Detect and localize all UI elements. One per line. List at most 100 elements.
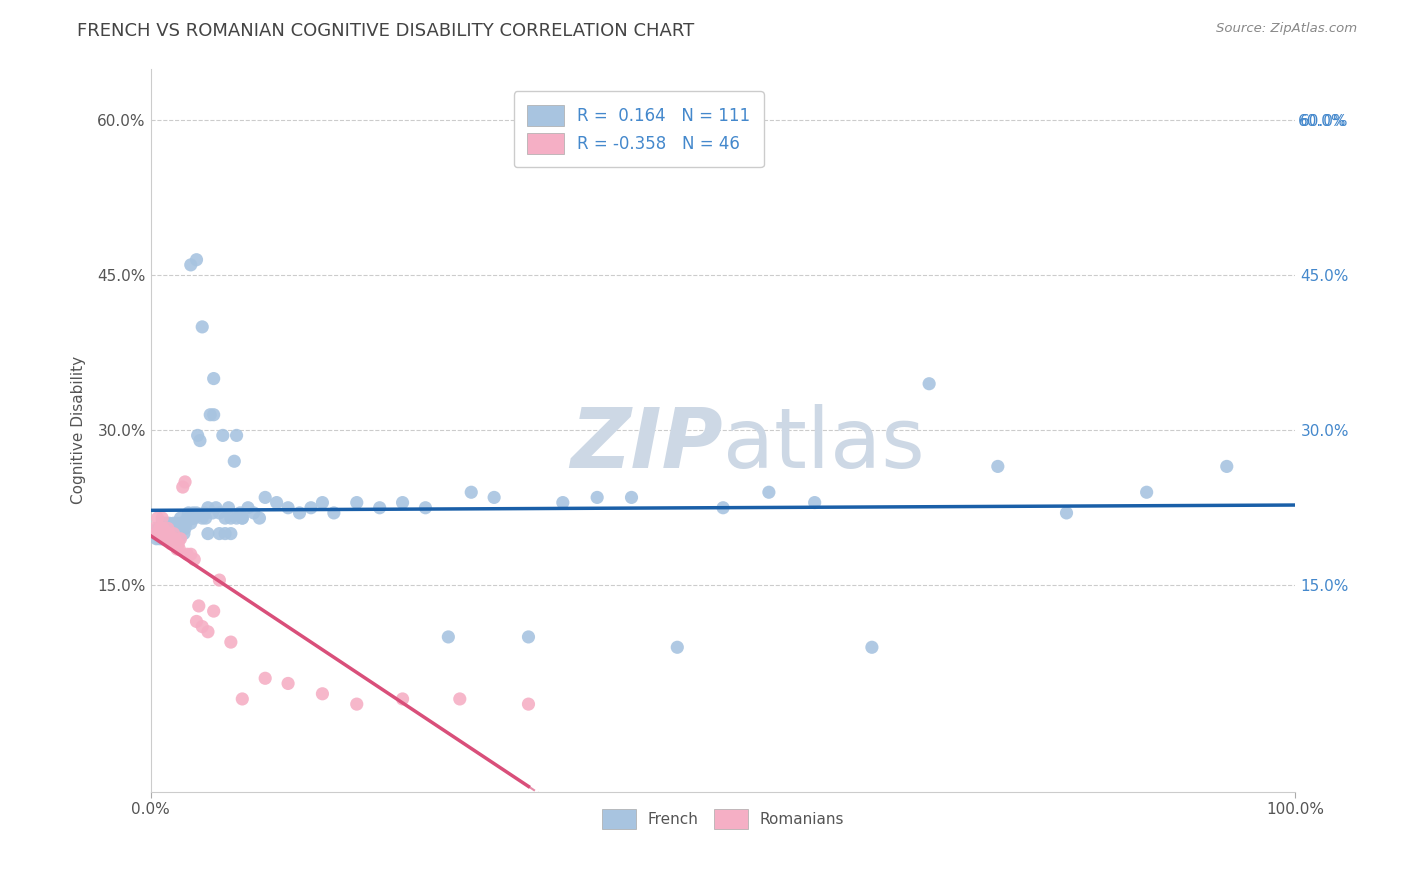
Point (517, 697, 540, 711)
Point (197, 526, 219, 541)
Point (918, 376, 941, 391)
Point (156, 521, 179, 535)
Point (299, 500, 322, 515)
Point (193, 506, 215, 520)
Point (181, 511, 204, 525)
Point (153, 532, 176, 546)
Point (156, 521, 179, 535)
Point (860, 640, 883, 655)
Point (229, 506, 252, 520)
Point (159, 526, 181, 541)
Point (159, 532, 181, 546)
Point (186, 252, 208, 267)
Point (620, 491, 643, 505)
Point (153, 526, 176, 541)
Point (163, 532, 186, 546)
Point (208, 506, 231, 520)
Point (242, 506, 264, 520)
Point (167, 521, 190, 535)
Point (987, 459, 1010, 474)
Point (166, 516, 188, 531)
Point (150, 532, 173, 546)
Point (186, 615, 208, 629)
Point (143, 526, 166, 541)
Point (174, 516, 197, 531)
Point (149, 521, 172, 535)
Point (803, 495, 825, 509)
Point (155, 532, 177, 546)
Point (180, 258, 202, 272)
Point (214, 511, 236, 525)
Point (160, 532, 183, 546)
Point (517, 630, 540, 644)
Point (224, 454, 246, 468)
Point (180, 547, 202, 561)
Point (391, 692, 413, 706)
Point (150, 526, 173, 541)
Point (202, 371, 225, 385)
Point (145, 526, 167, 541)
Point (155, 526, 177, 541)
Point (191, 619, 214, 633)
Point (205, 500, 228, 515)
Point (170, 516, 193, 531)
Point (460, 485, 482, 500)
Point (162, 521, 184, 535)
Point (214, 526, 236, 541)
Point (165, 532, 187, 546)
Point (277, 676, 299, 690)
Point (169, 532, 191, 546)
Point (159, 532, 181, 546)
Text: atlas: atlas (723, 404, 925, 485)
Point (143, 521, 166, 535)
Point (181, 506, 204, 520)
Point (172, 480, 194, 494)
Point (183, 552, 205, 566)
Point (169, 542, 191, 557)
Point (211, 428, 233, 442)
Point (197, 624, 219, 639)
Point (162, 526, 184, 541)
Point (231, 511, 253, 525)
Point (146, 511, 169, 525)
Point (201, 506, 224, 520)
Point (177, 506, 200, 520)
Point (249, 511, 271, 525)
Point (148, 526, 170, 541)
Point (166, 526, 188, 541)
Point (586, 491, 609, 505)
Point (169, 532, 191, 546)
Point (288, 506, 311, 520)
Point (165, 537, 187, 551)
Point (152, 526, 174, 541)
Point (368, 500, 391, 515)
Point (254, 491, 277, 505)
Point (219, 526, 242, 541)
Point (145, 532, 167, 546)
Point (156, 521, 179, 535)
Point (152, 521, 174, 535)
Point (162, 526, 184, 541)
Point (758, 485, 780, 500)
Point (155, 516, 177, 531)
Point (391, 495, 413, 509)
Point (176, 547, 198, 561)
Point (225, 428, 247, 442)
Point (200, 408, 222, 422)
Point (449, 692, 471, 706)
Point (254, 671, 277, 685)
Point (157, 526, 180, 541)
Point (157, 526, 180, 541)
Point (169, 526, 191, 541)
Point (219, 511, 242, 525)
Point (150, 516, 173, 531)
Point (162, 516, 184, 531)
Text: FRENCH VS ROMANIAN COGNITIVE DISABILITY CORRELATION CHART: FRENCH VS ROMANIAN COGNITIVE DISABILITY … (77, 22, 695, 40)
Point (188, 434, 211, 448)
Y-axis label: Cognitive Disability: Cognitive Disability (72, 356, 86, 504)
Point (482, 491, 505, 505)
Point (146, 521, 169, 535)
Point (208, 526, 231, 541)
Legend: French, Romanians: French, Romanians (596, 803, 851, 835)
Point (150, 511, 173, 525)
